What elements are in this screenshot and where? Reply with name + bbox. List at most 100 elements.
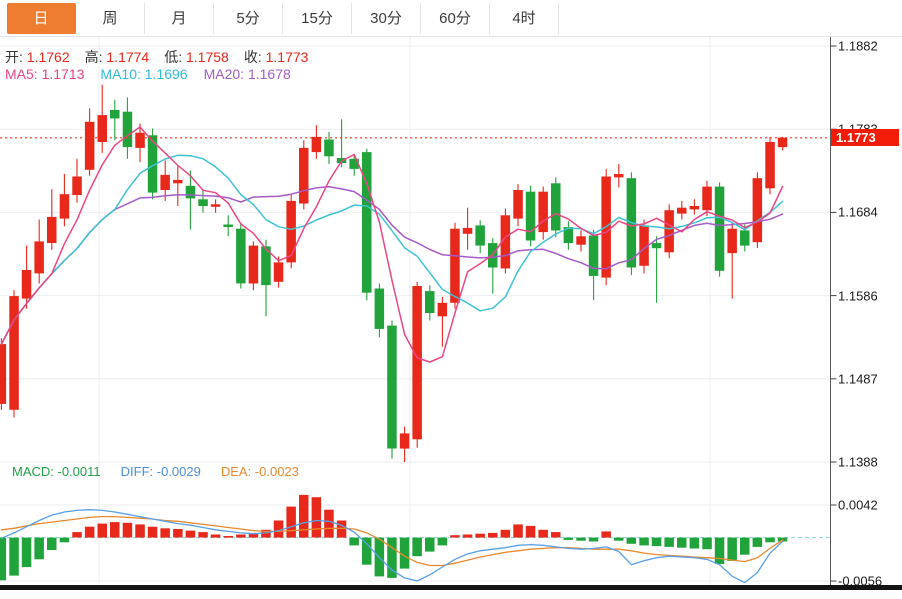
macd-hist-bar — [135, 524, 145, 538]
macd-hist-bar — [122, 522, 133, 538]
macd-hist-bar — [261, 529, 271, 538]
candle-body — [777, 137, 788, 148]
candle-body — [677, 207, 687, 214]
macd-hist-bar — [614, 537, 624, 541]
candle-body — [362, 152, 372, 293]
tab-timeframe-2[interactable]: 月 — [145, 3, 214, 34]
macd-hist-bar — [236, 534, 246, 538]
ma10-line — [0, 154, 784, 345]
price-axis-label: 1.1487 — [838, 371, 878, 387]
candle-body — [122, 111, 133, 148]
candle-body — [0, 344, 7, 404]
ma20-line — [0, 186, 784, 345]
macd-hist-bar — [210, 534, 221, 538]
candle-body — [286, 200, 296, 263]
candle-body — [324, 139, 334, 157]
readout.ohlc-label: 开: — [5, 49, 23, 65]
candle-body — [551, 183, 561, 231]
tab-timeframe-4[interactable]: 15分 — [283, 3, 352, 34]
macd-hist-bar — [765, 537, 775, 543]
macd-axis-label: 0.0042 — [838, 497, 878, 513]
macd-hist-bar — [336, 520, 347, 538]
macd-hist-bar — [551, 532, 561, 538]
diff-line — [0, 509, 784, 584]
bottom-border — [0, 585, 902, 590]
macd-hist-bar — [0, 537, 7, 581]
candle-body — [273, 262, 284, 282]
readout.ma-value: 1.1713 — [37, 66, 85, 82]
readout.ma-label: MA5: — [5, 66, 38, 82]
macd-hist-bar — [525, 525, 536, 538]
macd-axis-label: -0.0056 — [838, 573, 883, 589]
macd-hist-bar — [399, 537, 410, 569]
candle-body — [752, 178, 763, 243]
candle-body — [525, 191, 536, 241]
readout.ma-value: 1.1696 — [140, 66, 188, 82]
candle-body — [727, 228, 737, 254]
macd-hist-bar — [689, 537, 700, 549]
candle-body — [349, 158, 359, 169]
macd-hist-bar — [740, 537, 750, 555]
macd-hist-bar — [702, 537, 712, 550]
macd-hist-bar — [601, 531, 611, 538]
candle-body — [374, 288, 385, 329]
candle-body — [689, 206, 700, 210]
price-axis-label: 1.1684 — [838, 204, 878, 220]
candle-body — [210, 204, 221, 207]
candle-body — [135, 132, 145, 148]
candle-body — [475, 225, 485, 246]
candle-body — [437, 302, 448, 317]
readout.ohlc-value: 1.1762 — [22, 49, 70, 65]
readout.macd-label: DIFF: — [120, 464, 154, 479]
macd-hist-bar — [21, 537, 32, 568]
candle-body — [21, 270, 32, 299]
candle-body — [639, 225, 649, 266]
candle-body — [702, 186, 712, 211]
candle-body — [248, 245, 259, 284]
tab-timeframe-0[interactable]: 日 — [7, 3, 76, 34]
tab-timeframe-5[interactable]: 30分 — [352, 3, 421, 34]
macd-hist-bar — [286, 506, 296, 538]
readout.macd-value: -0.0029 — [153, 464, 201, 479]
macd-hist-bar — [714, 537, 725, 564]
macd-hist-bar — [500, 529, 511, 538]
tab-timeframe-1[interactable]: 周 — [76, 3, 145, 34]
candle-body — [387, 325, 397, 449]
macd-hist-bar — [450, 535, 460, 538]
timeframe-tabbar: 日周月 5分 15分 30分 60分 4时 — [0, 0, 902, 37]
price-axis-label: 1.1882 — [838, 38, 878, 54]
candle-body — [47, 216, 57, 243]
ma5-line — [0, 126, 784, 363]
readout.ma-item: MA5: 1.1713 — [5, 66, 84, 82]
candle-body — [425, 291, 435, 313]
candle-body — [576, 236, 586, 245]
readout.ma-value: 1.1678 — [244, 66, 291, 82]
macd-hist-bar — [362, 537, 372, 565]
readout.ma-label: MA20: — [203, 66, 245, 82]
macd-hist-bar — [248, 532, 259, 538]
ma-readout: MA5: 1.1713 MA10: 1.1696 MA20: 1.1678 — [5, 66, 291, 82]
readout.ohlc-label: 高: — [84, 49, 103, 65]
candle-body — [664, 210, 674, 253]
readout.macd-item: DEA: -0.0023 — [221, 464, 299, 479]
candle-body — [563, 227, 574, 244]
candle-body — [765, 142, 775, 189]
tab-timeframe-3[interactable]: 5分 — [214, 3, 283, 34]
readout.ohlc-item: 收: 1.1773 — [244, 47, 309, 67]
tab-timeframe-7[interactable]: 4时 — [490, 3, 559, 34]
macd-hist-bar — [727, 537, 737, 561]
readout.ma-item: MA20: 1.1678 — [204, 66, 291, 82]
macd-hist-bar — [425, 537, 435, 552]
candle-body — [399, 433, 410, 449]
readout.ma-label: MA10: — [100, 66, 141, 82]
price-axis-label: 1.1388 — [838, 454, 878, 470]
candle-body — [97, 115, 107, 142]
tab-timeframe-6[interactable]: 60分 — [421, 3, 490, 34]
candle-body — [223, 224, 233, 227]
candle-body — [538, 191, 548, 233]
readout.ohlc-value: 1.1758 — [182, 49, 229, 65]
macd-hist-bar — [110, 522, 120, 538]
candle-body — [72, 176, 82, 195]
